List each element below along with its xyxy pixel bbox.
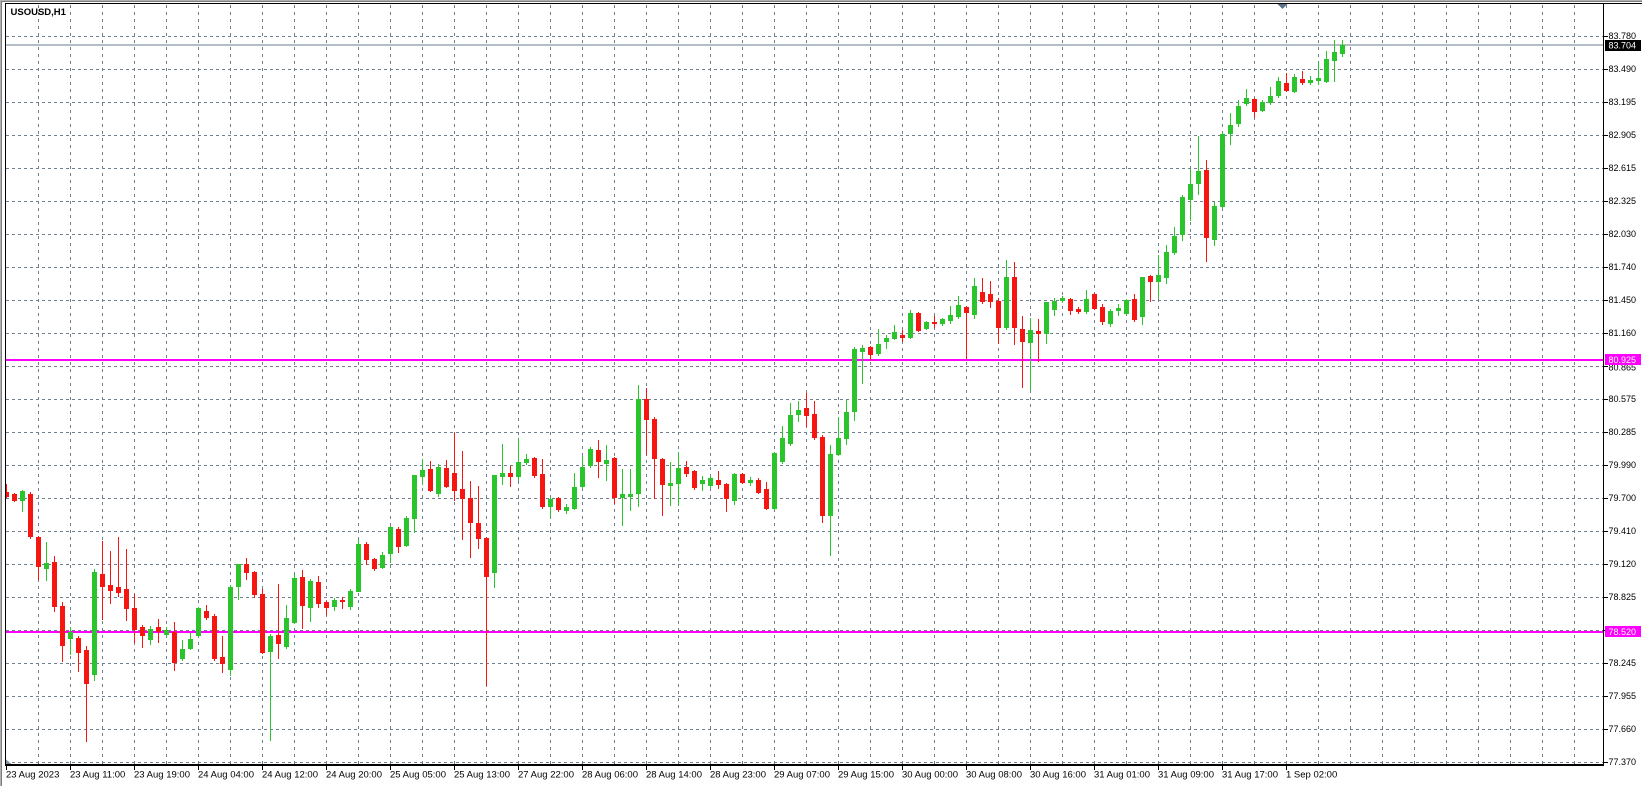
svg-text:31 Aug 17:00: 31 Aug 17:00: [1222, 770, 1278, 781]
svg-text:78.825: 78.825: [1609, 592, 1637, 602]
svg-text:29 Aug 15:00: 29 Aug 15:00: [838, 770, 894, 781]
svg-text:79.410: 79.410: [1609, 526, 1637, 536]
svg-text:24 Aug 20:00: 24 Aug 20:00: [326, 770, 382, 781]
svg-text:77.660: 77.660: [1609, 724, 1637, 734]
svg-text:82.615: 82.615: [1609, 163, 1637, 173]
svg-text:81.740: 81.740: [1609, 262, 1637, 272]
svg-text:1 Sep 02:00: 1 Sep 02:00: [1286, 770, 1337, 781]
svg-text:30 Aug 08:00: 30 Aug 08:00: [966, 770, 1022, 781]
svg-text:83.195: 83.195: [1609, 97, 1637, 107]
svg-text:81.160: 81.160: [1609, 328, 1637, 338]
svg-text:79.700: 79.700: [1609, 493, 1637, 503]
svg-text:78.520: 78.520: [1609, 627, 1637, 637]
svg-text:80.925: 80.925: [1609, 355, 1637, 365]
svg-text:30 Aug 00:00: 30 Aug 00:00: [902, 770, 958, 781]
svg-text:24 Aug 04:00: 24 Aug 04:00: [198, 770, 254, 781]
svg-text:82.325: 82.325: [1609, 196, 1637, 206]
svg-text:80.575: 80.575: [1609, 394, 1637, 404]
svg-text:80.865: 80.865: [1609, 363, 1637, 373]
svg-text:77.955: 77.955: [1609, 691, 1637, 701]
svg-text:23 Aug 2023: 23 Aug 2023: [6, 770, 59, 781]
svg-text:28 Aug 06:00: 28 Aug 06:00: [582, 770, 638, 781]
svg-text:23 Aug 19:00: 23 Aug 19:00: [134, 770, 190, 781]
svg-text:77.370: 77.370: [1609, 757, 1637, 767]
svg-text:28 Aug 23:00: 28 Aug 23:00: [710, 770, 766, 781]
svg-text:31 Aug 01:00: 31 Aug 01:00: [1094, 770, 1150, 781]
svg-text:82.030: 82.030: [1609, 229, 1637, 239]
svg-text:79.990: 79.990: [1609, 460, 1637, 470]
svg-text:25 Aug 13:00: 25 Aug 13:00: [454, 770, 510, 781]
svg-text:29 Aug 07:00: 29 Aug 07:00: [774, 770, 830, 781]
svg-text:79.120: 79.120: [1609, 559, 1637, 569]
svg-text:31 Aug 09:00: 31 Aug 09:00: [1158, 770, 1214, 781]
svg-text:82.905: 82.905: [1609, 130, 1637, 140]
svg-text:24 Aug 12:00: 24 Aug 12:00: [262, 770, 318, 781]
svg-text:83.780: 83.780: [1609, 31, 1637, 41]
svg-text:83.490: 83.490: [1609, 64, 1637, 74]
svg-text:23 Aug 11:00: 23 Aug 11:00: [70, 770, 125, 781]
svg-text:78.245: 78.245: [1609, 658, 1637, 668]
svg-text:80.285: 80.285: [1609, 427, 1637, 437]
svg-text:27 Aug 22:00: 27 Aug 22:00: [518, 770, 574, 781]
svg-text:81.450: 81.450: [1609, 295, 1637, 305]
svg-text:28 Aug 14:00: 28 Aug 14:00: [646, 770, 702, 781]
svg-text:USOUSD,H1: USOUSD,H1: [11, 7, 67, 18]
svg-text:83.704: 83.704: [1609, 41, 1637, 51]
svg-text:25 Aug 05:00: 25 Aug 05:00: [390, 770, 446, 781]
svg-text:30 Aug 16:00: 30 Aug 16:00: [1030, 770, 1086, 781]
